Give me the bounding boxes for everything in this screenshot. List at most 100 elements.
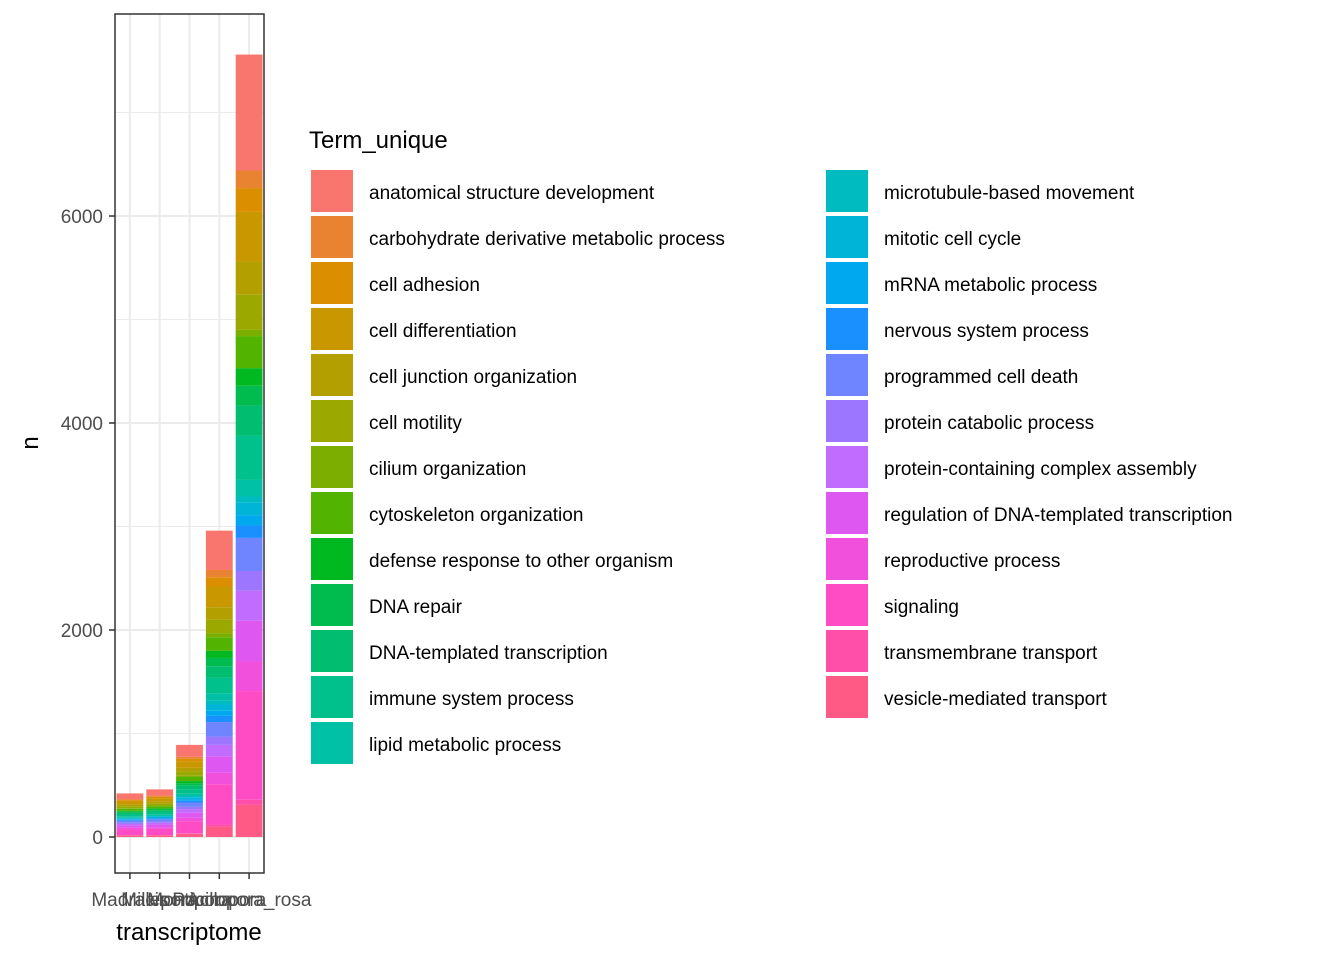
bar-segment [146,806,174,809]
bar-segment [176,775,203,777]
bar-segment [235,496,263,503]
legend-label: protein catabolic process [884,413,1094,434]
bar-segment [205,772,233,785]
bar-segment [205,619,233,634]
bar-segment [235,368,263,386]
bar-segment [116,816,144,818]
bar-segment [116,819,144,821]
legend-label: lipid metabolic process [369,735,561,756]
legend-label: regulation of DNA-templated transcriptio… [884,505,1233,526]
bar-segment [146,803,174,806]
bar-segment [235,515,263,526]
bar-segment [176,802,203,807]
bar-segment [235,479,263,497]
bar-segment [176,817,203,822]
bar-segment [176,789,203,794]
legend-key [826,492,868,534]
bar-segment [176,761,203,768]
bar-segment [116,818,144,820]
bar-segment [235,571,263,591]
bar-segment [205,607,233,620]
y-axis-title: n [17,436,44,449]
bar-segment [116,820,144,823]
legend-key [311,722,353,764]
bar-segment [116,835,144,837]
bar-segment [176,785,203,790]
legend-key [311,308,353,350]
bar-segment [146,816,174,818]
bar-segment [205,657,233,667]
bar-segment [146,809,174,811]
bar-segment [235,525,263,538]
bar-segment [116,823,144,826]
legend-key [826,538,868,580]
bar-segment [176,756,203,759]
legend-key [311,676,353,718]
bar-segment [235,435,263,480]
bar-segment [235,188,263,212]
legend-key [826,584,868,626]
legend-label: protein-containing complex assembly [884,459,1197,480]
legend-label: carbohydrate derivative metabolic proces… [369,229,725,250]
bar-segment [205,700,233,705]
bar-segment [146,812,174,815]
legend-title: Term_unique [309,127,448,154]
bar-segment [176,796,203,798]
legend-key [826,630,868,672]
legend-label: mRNA metabolic process [884,275,1097,296]
bar-segment [205,577,233,587]
bar-segment [176,806,203,810]
legend-label: cell motility [369,413,462,434]
bar-segment [205,736,233,745]
bar-segment [176,793,203,797]
bar-segment [176,833,203,837]
bar-segment [205,586,233,608]
bar-segment [146,827,174,829]
bar-segment [235,537,263,572]
legend-key [311,492,353,534]
bar-segment [235,385,263,406]
legend-key [826,446,868,488]
bar-segment [116,811,144,813]
bar-segment [205,637,233,651]
legend-key [311,262,353,304]
legend-label: nervous system process [884,321,1089,342]
bar-segment [205,756,233,773]
y-tick-label: 4000 [61,414,103,435]
bar-segment [176,812,203,818]
bar-segment [146,819,174,822]
bar-segment [116,808,144,811]
bar-segment [116,810,144,812]
y-tick-label: 2000 [61,621,103,642]
bar-segment [235,261,263,295]
bar-segment [116,800,144,802]
legend-key [311,538,353,580]
legend-key [826,400,868,442]
y-tick-label: 6000 [61,207,103,228]
bar-segment [176,809,203,813]
legend-label: signaling [884,597,959,618]
legend-key [311,446,353,488]
bar-segment [235,804,263,837]
bar-segment [235,691,263,800]
bar-segment [116,814,144,817]
bar-segment [235,54,263,171]
bar-segment [146,814,174,816]
bar-segment [235,590,263,621]
bar-segment [176,783,203,786]
bar-segment [146,796,174,799]
bar-segment [176,799,203,801]
bar-segment [116,829,144,836]
x-tick-label: Pocillopora [172,890,266,911]
bar-segment [176,758,203,762]
bar-segment [205,633,233,638]
bar-segment [205,722,233,737]
bar-segment [176,833,203,834]
legend-label: cell adhesion [369,275,480,296]
y-tick-label: 0 [92,828,103,849]
bar-segment [235,799,263,805]
bar-segment [176,821,203,834]
x-axis-title: transcriptome [116,919,261,946]
